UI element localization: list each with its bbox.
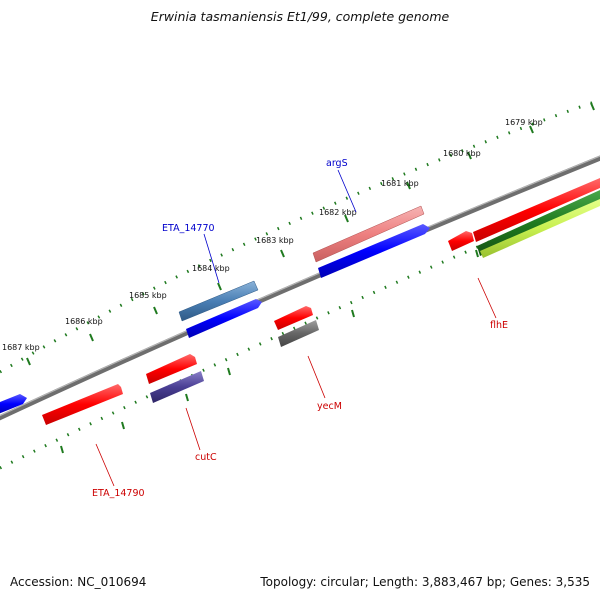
gene-label-flhE[interactable]: flhE bbox=[490, 320, 508, 331]
gene-label-cutC[interactable]: cutC bbox=[195, 452, 217, 463]
gene-label-argS[interactable]: argS bbox=[326, 158, 348, 169]
accession-text: Accession: NC_010694 bbox=[10, 575, 147, 589]
gene-left-blue[interactable] bbox=[0, 394, 27, 414]
gene-label-yecM[interactable]: yecM bbox=[317, 401, 342, 412]
genome-backbone bbox=[0, 155, 600, 421]
outer-tick-ring bbox=[0, 98, 600, 374]
gene-ETA-14770[interactable] bbox=[178, 280, 259, 322]
gene-ETA-14790[interactable] bbox=[42, 384, 123, 425]
ruler-label: 1685 kbp bbox=[129, 291, 167, 300]
gene-forward-blue[interactable] bbox=[318, 224, 430, 278]
ruler-labels: 1679 kbp 1680 kbp 1681 kbp 1682 kbp 1683… bbox=[2, 118, 543, 352]
ruler-label: 1682 kbp bbox=[319, 208, 357, 217]
ruler-label: 1686 kbp bbox=[65, 317, 103, 326]
ruler-label: 1687 kbp bbox=[2, 343, 40, 352]
ruler-label: 1680 kbp bbox=[443, 149, 481, 158]
gene-argS[interactable] bbox=[312, 205, 425, 263]
gene-labels: argS ETA_14770 flhE yecM cutC ETA_14790 bbox=[92, 158, 508, 499]
gene-reverse-navy[interactable] bbox=[150, 371, 204, 403]
gene-label-ETA-14770[interactable]: ETA_14770 bbox=[162, 223, 215, 234]
gene-yecM[interactable] bbox=[274, 306, 313, 330]
gene-far-right-red[interactable] bbox=[473, 178, 600, 242]
ruler-label: 1681 kbp bbox=[381, 179, 419, 188]
gene-far-right-lime[interactable] bbox=[480, 199, 600, 258]
gene-forward-blue-2[interactable] bbox=[186, 299, 262, 338]
major-ticks bbox=[26, 102, 595, 454]
ruler-label: 1684 kbp bbox=[192, 264, 230, 273]
gene-flhE[interactable] bbox=[448, 231, 474, 251]
map-title: Erwinia tasmaniensis Et1/99, complete ge… bbox=[150, 9, 450, 24]
gene-label-ETA-14790[interactable]: ETA_14790 bbox=[92, 488, 145, 499]
label-leaders bbox=[95, 169, 497, 487]
ruler-label: 1679 kbp bbox=[505, 118, 543, 127]
ruler-label: 1683 kbp bbox=[256, 236, 294, 245]
gene-cutC[interactable] bbox=[146, 354, 197, 384]
genome-summary-text: Topology: circular; Length: 3,883,467 bp… bbox=[260, 575, 590, 589]
gene-reverse-gray[interactable] bbox=[278, 320, 319, 347]
